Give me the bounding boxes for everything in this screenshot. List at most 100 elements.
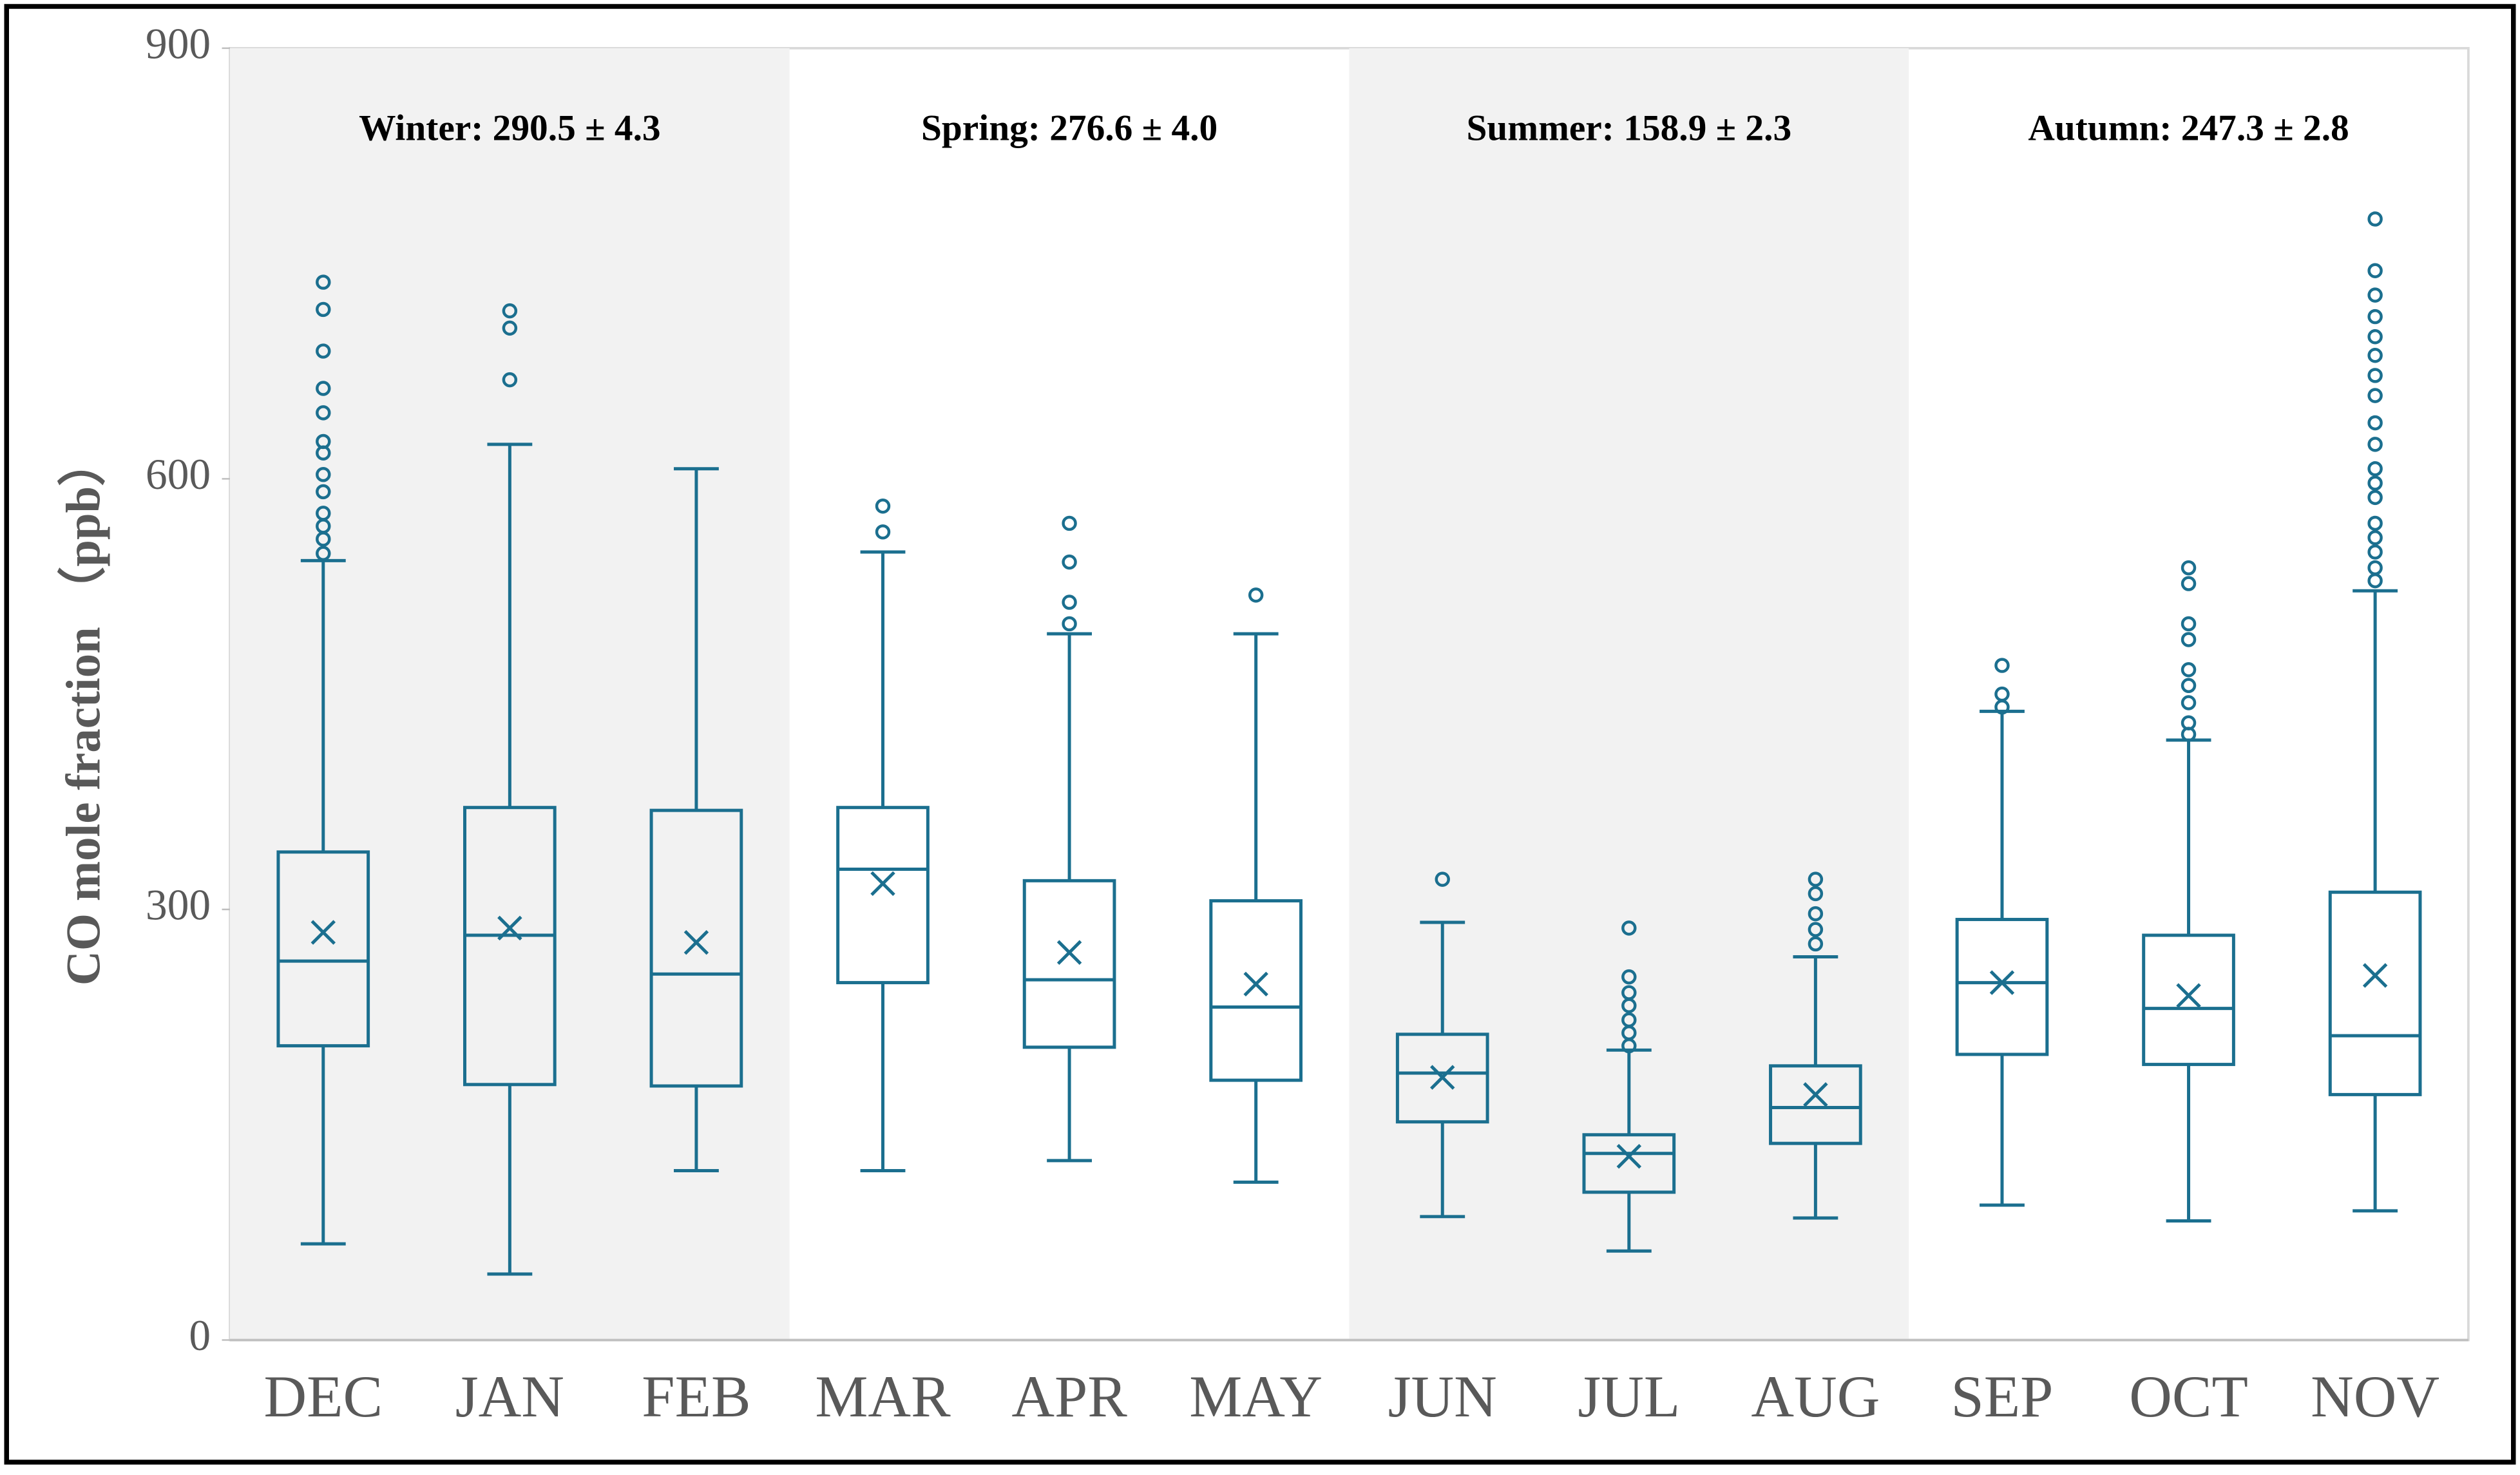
outlier — [1621, 969, 1637, 985]
mean-marker — [2362, 963, 2388, 988]
mean-marker — [1989, 970, 2015, 995]
outlier — [2181, 678, 2197, 694]
outlier — [316, 274, 331, 290]
season-band — [1349, 48, 1909, 1340]
box — [1955, 918, 2049, 1056]
outlier — [1621, 998, 1637, 1013]
outlier — [2181, 576, 2197, 591]
outlier — [502, 303, 518, 319]
box — [1209, 899, 1303, 1082]
outlier — [2367, 211, 2383, 227]
y-tick-label: 300 — [146, 880, 211, 929]
outlier — [316, 381, 331, 396]
outlier — [2367, 348, 2383, 363]
outlier — [2367, 461, 2383, 477]
outlier — [2367, 515, 2383, 531]
box — [836, 806, 930, 985]
mean-marker — [1803, 1082, 1828, 1107]
outlier — [502, 320, 518, 336]
x-tick-label: SEP — [1951, 1364, 2053, 1429]
y-tick-label: 900 — [146, 19, 211, 68]
mean-marker — [870, 871, 895, 897]
outlier — [2367, 388, 2383, 403]
outlier — [2367, 415, 2383, 431]
outlier — [2367, 437, 2383, 452]
outlier — [2181, 727, 2197, 742]
mean-marker — [683, 929, 709, 955]
outlier — [2367, 263, 2383, 278]
outlier — [2367, 530, 2383, 546]
box — [1395, 1032, 1489, 1124]
x-tick-label: MAY — [1189, 1364, 1322, 1429]
x-tick-label: MAR — [815, 1364, 951, 1429]
outlier — [2367, 544, 2383, 560]
outlier — [1808, 922, 1824, 937]
outlier — [1062, 515, 1077, 531]
mean-marker — [310, 920, 336, 945]
outlier — [1808, 906, 1824, 922]
box — [463, 806, 557, 1087]
x-tick-label: NOV — [2311, 1364, 2439, 1429]
outlier — [2367, 309, 2383, 325]
outlier — [2181, 662, 2197, 678]
outlier — [2367, 287, 2383, 303]
outlier — [1621, 920, 1637, 936]
outlier — [2181, 632, 2197, 647]
mean-marker — [2176, 983, 2201, 1008]
box — [1582, 1133, 1676, 1194]
outlier — [1808, 936, 1824, 952]
season-label: Spring: 276.6 ± 4.0 — [921, 108, 1217, 149]
season-label: Winter: 290.5 ± 4.3 — [359, 108, 661, 149]
mean-marker — [1056, 940, 1082, 965]
outlier — [316, 301, 331, 318]
box — [1769, 1064, 1862, 1145]
season-label: Summer: 158.9 ± 2.3 — [1466, 108, 1791, 149]
outlier — [2181, 695, 2197, 710]
season-label: Autumn: 247.3 ± 2.8 — [2028, 108, 2349, 149]
x-tick-label: DEC — [263, 1364, 383, 1429]
outlier — [502, 372, 518, 388]
box — [2142, 933, 2235, 1067]
box — [649, 808, 743, 1088]
outlier — [316, 405, 331, 421]
outlier — [1808, 886, 1824, 902]
x-tick-label: FEB — [642, 1364, 750, 1429]
mean-marker — [497, 915, 522, 941]
outlier — [1994, 658, 2010, 673]
x-tick-label: AUG — [1751, 1364, 1880, 1429]
box — [1022, 879, 1116, 1049]
y-tick-label: 600 — [146, 450, 211, 499]
outlier — [1621, 1038, 1637, 1054]
x-tick-label: OCT — [2129, 1364, 2248, 1429]
outlier — [2367, 475, 2383, 491]
x-tick-label: JUN — [1388, 1364, 1497, 1429]
box — [2328, 890, 2422, 1096]
y-tick-label: 0 — [189, 1311, 211, 1360]
outlier — [1062, 595, 1077, 610]
mean-marker — [1616, 1143, 1642, 1169]
outlier — [316, 531, 331, 547]
mean-marker — [1430, 1065, 1455, 1090]
outlier — [316, 484, 331, 500]
outlier — [1062, 616, 1077, 632]
outlier — [875, 524, 891, 540]
x-tick-label: JUL — [1578, 1364, 1680, 1429]
outlier — [1062, 554, 1077, 570]
mean-marker — [1243, 971, 1268, 997]
outlier — [1808, 871, 1824, 887]
outlier — [2367, 329, 2383, 345]
outlier — [2367, 490, 2383, 506]
x-tick-label: JAN — [455, 1364, 564, 1429]
outlier — [1248, 587, 1264, 603]
x-tick-label: APR — [1011, 1364, 1127, 1429]
outlier — [316, 343, 331, 359]
outlier — [2367, 368, 2383, 383]
box — [276, 850, 370, 1048]
outlier — [2181, 560, 2197, 576]
outlier — [2367, 573, 2383, 589]
outlier — [316, 466, 331, 482]
outlier — [2181, 616, 2197, 632]
outlier — [1994, 699, 2010, 715]
outlier — [316, 546, 331, 561]
